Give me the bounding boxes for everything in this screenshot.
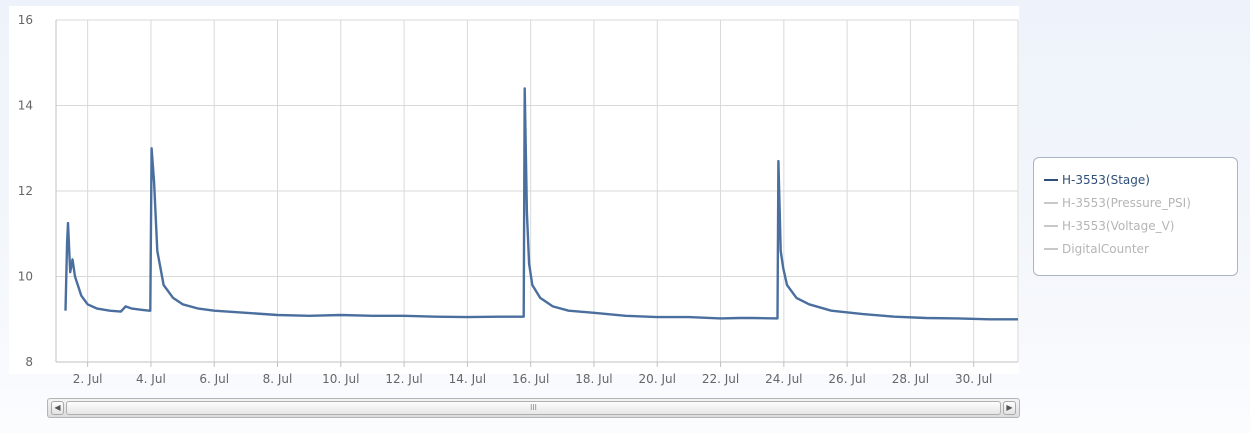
- y-tick-label: 10: [18, 270, 33, 284]
- series-line-stage: [64, 87, 1018, 321]
- x-tick-label: 16. Jul: [512, 372, 549, 386]
- legend-label: H-3553(Stage): [1062, 172, 1150, 187]
- x-tick-label: 12. Jul: [385, 372, 422, 386]
- series-swatch-icon: [1044, 247, 1058, 250]
- x-tick-label: 4. Jul: [136, 372, 166, 386]
- x-tick-label: 6. Jul: [199, 372, 229, 386]
- x-tick-label: 10. Jul: [322, 372, 359, 386]
- x-tick-label: 24. Jul: [765, 372, 802, 386]
- y-tick-label: 16: [18, 13, 33, 27]
- x-tick-label: 28. Jul: [892, 372, 929, 386]
- arrow-right-icon[interactable]: ▶: [1003, 401, 1016, 415]
- x-tick-label: 26. Jul: [828, 372, 865, 386]
- series-swatch-icon: [1044, 178, 1058, 181]
- series-swatch-icon: [1044, 201, 1058, 204]
- grid-layer: [56, 19, 1018, 363]
- series-layer: [64, 87, 1018, 321]
- scrollbar-grip: III: [530, 403, 537, 412]
- x-tick-label: 14. Jul: [449, 372, 486, 386]
- x-tick-label: 8. Jul: [263, 372, 293, 386]
- arrow-left-icon[interactable]: ◀: [51, 401, 64, 415]
- horizontal-scrollbar[interactable]: ◀ III ▶: [47, 398, 1020, 418]
- legend-item-digital-counter[interactable]: DigitalCounter: [1044, 237, 1237, 260]
- x-tick-label: 20. Jul: [639, 372, 676, 386]
- legend-label: H-3553(Pressure_PSI): [1062, 195, 1191, 210]
- legend-item-stage[interactable]: H-3553(Stage): [1044, 168, 1237, 191]
- legend: H-3553(Stage) H-3553(Pressure_PSI) H-355…: [1033, 157, 1238, 276]
- legend-label: H-3553(Voltage_V): [1062, 218, 1175, 233]
- x-tick-label: 18. Jul: [575, 372, 612, 386]
- legend-item-voltage-v[interactable]: H-3553(Voltage_V): [1044, 214, 1237, 237]
- x-tick-label: 2. Jul: [73, 372, 103, 386]
- scrollbar-thumb[interactable]: III: [66, 401, 1001, 415]
- x-tick-label: 30. Jul: [955, 372, 992, 386]
- y-tick-label: 8: [25, 355, 33, 369]
- legend-item-pressure-psi[interactable]: H-3553(Pressure_PSI): [1044, 191, 1237, 214]
- series-swatch-icon: [1044, 224, 1058, 227]
- y-tick-label: 14: [18, 99, 33, 113]
- legend-label: DigitalCounter: [1062, 241, 1149, 256]
- y-tick-label: 12: [18, 184, 33, 198]
- x-tick-label: 22. Jul: [702, 372, 739, 386]
- axis-layer: 8 10 12 14 16 2. Jul 4. Jul 6. Jul 8. Jul 10. Jul…: [18, 13, 1019, 386]
